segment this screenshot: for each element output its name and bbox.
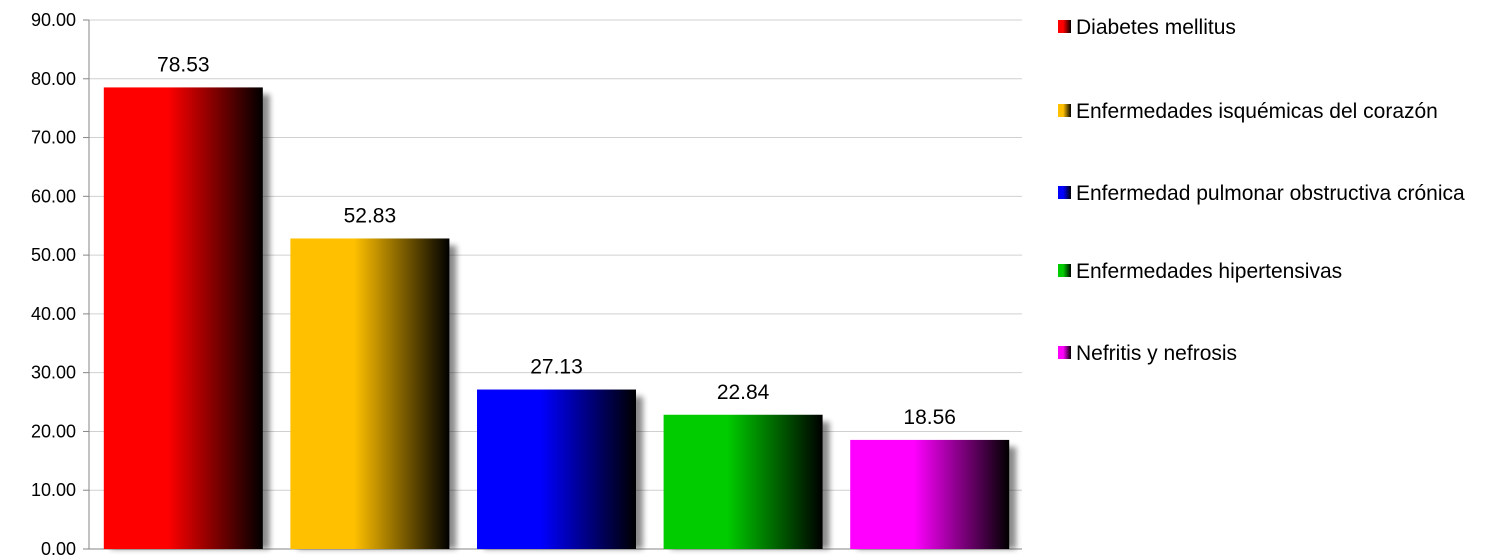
bar <box>290 238 450 550</box>
legend-label: Enfermedades hipertensivas <box>1076 260 1343 283</box>
bars <box>103 87 1017 550</box>
data-label: 27.13 <box>530 356 583 379</box>
legend-item: Enfermedades isquémicas del corazón <box>1058 98 1496 126</box>
y-tick-label: 70.00 <box>31 128 76 148</box>
y-tick-label: 10.00 <box>31 480 76 500</box>
legend-label: Nefritis y nefrosis <box>1076 342 1238 365</box>
y-tick-label: 30.00 <box>31 363 76 383</box>
bar <box>663 414 823 549</box>
legend-swatch <box>1058 20 1071 33</box>
bar <box>850 439 1010 549</box>
axes: 0.00 10.00 20.00 30.00 40.00 50.00 60.00 70.00 8… <box>31 10 1022 557</box>
legend-item: Nefritis y nefrosis <box>1058 340 1496 368</box>
bar-chart: 0.00 10.00 20.00 30.00 40.00 50.00 60.00 70.00 8… <box>31 10 1022 557</box>
legend-label: Enfermedades isquémicas del corazón <box>1076 100 1438 123</box>
y-tick-label: 0.00 <box>41 539 76 557</box>
legend-item: Enfermedad pulmonar obstructiva crónica <box>1058 180 1496 208</box>
legend-item: Enfermedades hipertensivas <box>1058 258 1496 286</box>
legend-item: Diabetes mellitus <box>1058 14 1496 42</box>
bar <box>103 87 263 549</box>
data-label: 22.84 <box>717 381 770 404</box>
legend-swatch <box>1058 104 1071 117</box>
data-label: 52.83 <box>344 204 397 227</box>
y-tick-label: 60.00 <box>31 186 76 206</box>
legend-label: Enfermedad pulmonar obstructiva crónica <box>1076 182 1465 205</box>
y-tick-label: 50.00 <box>31 245 76 265</box>
legend-swatch <box>1058 346 1071 359</box>
legend-swatch <box>1058 186 1071 199</box>
y-tick-label: 40.00 <box>31 304 76 324</box>
data-label: 18.56 <box>903 406 956 429</box>
legend: Diabetes mellitus Enfermedades isquémicas… <box>1058 0 1508 557</box>
data-labels: 78.53 52.83 27.13 22.84 18.56 <box>157 53 956 428</box>
y-tick-label: 20.00 <box>31 421 76 441</box>
y-tick-label: 80.00 <box>31 69 76 89</box>
legend-swatch <box>1058 264 1071 277</box>
y-tick-label: 90.00 <box>31 10 76 30</box>
bar <box>477 389 636 549</box>
legend-label: Diabetes mellitus <box>1076 16 1236 39</box>
data-label: 78.53 <box>157 53 210 76</box>
